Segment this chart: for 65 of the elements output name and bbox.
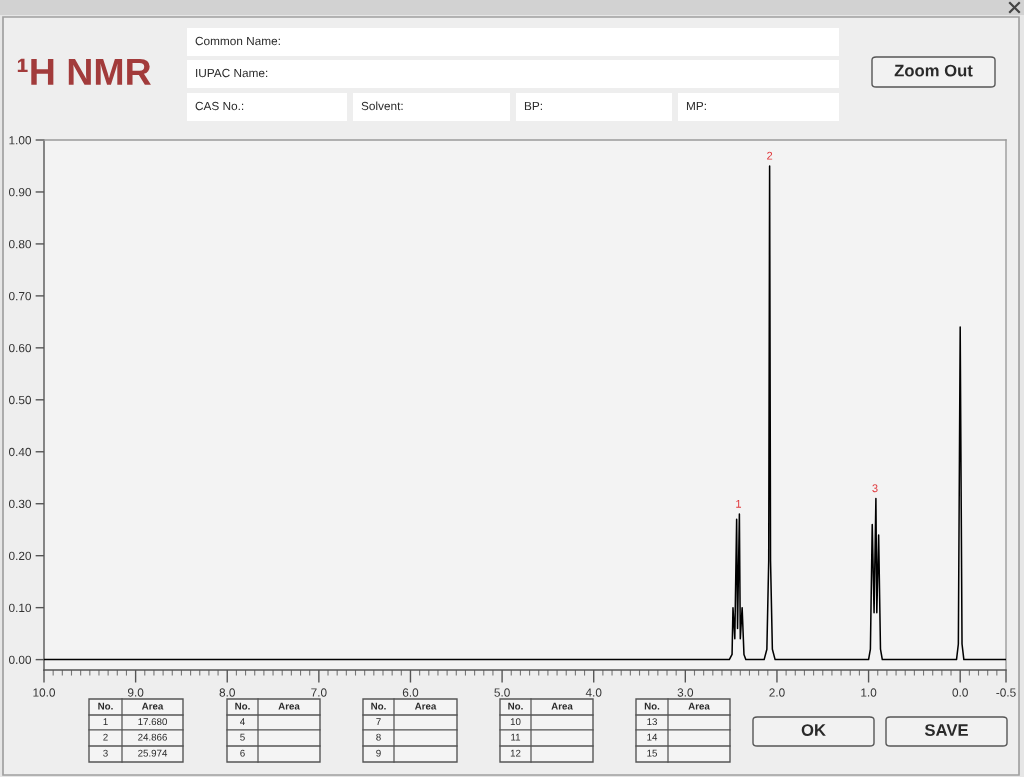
text: 6 — [240, 749, 245, 757]
text: Area — [414, 702, 437, 710]
line-series — [44, 165, 1006, 661]
y-tick-label: 0.80 — [8, 239, 32, 249]
x-tick-label: 1.0 — [861, 688, 877, 697]
text: CAS No.: — [195, 101, 244, 111]
y-tick-label: 0.60 — [8, 343, 32, 353]
annotation: 1 — [736, 500, 742, 508]
text: No. — [644, 702, 660, 710]
text: MP: — [686, 101, 706, 111]
y-tick-label: 0.40 — [8, 447, 32, 457]
text: Area — [141, 702, 164, 710]
x-tick-label: 4.0 — [585, 688, 602, 697]
x-tick-label: 8.0 — [219, 688, 235, 697]
y-tick-label: 0.70 — [8, 291, 32, 301]
text: Zoom Out — [894, 64, 973, 77]
x-tick-label: 9.0 — [127, 688, 144, 697]
y-tick-label: 0.90 — [8, 187, 32, 197]
x-tick-label: 3.0 — [677, 688, 694, 697]
text: SAVE — [924, 724, 968, 736]
text: OK — [801, 724, 826, 736]
text: 10 — [510, 718, 521, 726]
text: 8 — [376, 733, 381, 741]
x-tick-label: 0.0 — [952, 688, 968, 697]
text: BP: — [524, 101, 542, 111]
text: 4 — [240, 718, 245, 726]
text: 15 — [647, 749, 657, 757]
x-tick-label: 5.0 — [494, 688, 510, 697]
text: No. — [371, 702, 386, 710]
y-tick-label: 0.10 — [8, 603, 32, 613]
text: 9 — [376, 749, 381, 757]
x-tick-label: 7.0 — [311, 688, 327, 697]
text: 1 — [103, 718, 108, 726]
text: 25.974 — [138, 749, 168, 757]
text: 12 — [510, 749, 521, 757]
text: 13 — [647, 718, 657, 726]
text: 3 — [103, 749, 108, 757]
text: No. — [508, 702, 523, 710]
text: 24.866 — [138, 733, 167, 741]
chart-title: ¹H NMR — [17, 58, 151, 85]
text: Area — [551, 702, 573, 710]
text: Area — [688, 702, 710, 710]
text: 11 — [511, 733, 521, 741]
text: IUPAC Name: — [196, 68, 268, 78]
annotation: 2 — [767, 151, 773, 160]
annotation: 3 — [872, 484, 878, 493]
text: No. — [98, 702, 113, 710]
text: Solvent: — [361, 101, 403, 111]
x-tick-label: 10.0 — [33, 688, 56, 697]
text: Common Name: — [195, 36, 280, 46]
text: No. — [235, 702, 250, 710]
text: 14 — [647, 733, 658, 741]
text: Area — [278, 702, 300, 710]
text: 5 — [240, 733, 245, 741]
x-tick-label: 2.0 — [769, 688, 785, 697]
x-tick-label: -0.5 — [996, 688, 1016, 697]
y-tick-label: 1.00 — [9, 136, 32, 145]
x-tick-label: 6.0 — [402, 688, 419, 697]
y-tick-label: 0.50 — [8, 395, 32, 405]
text: 7 — [376, 718, 381, 726]
text: 2 — [103, 733, 108, 741]
text: 17.680 — [138, 718, 167, 726]
y-tick-label: 0.00 — [8, 655, 32, 664]
y-tick-label: 0.30 — [8, 499, 32, 509]
y-tick-label: 0.20 — [8, 551, 32, 561]
